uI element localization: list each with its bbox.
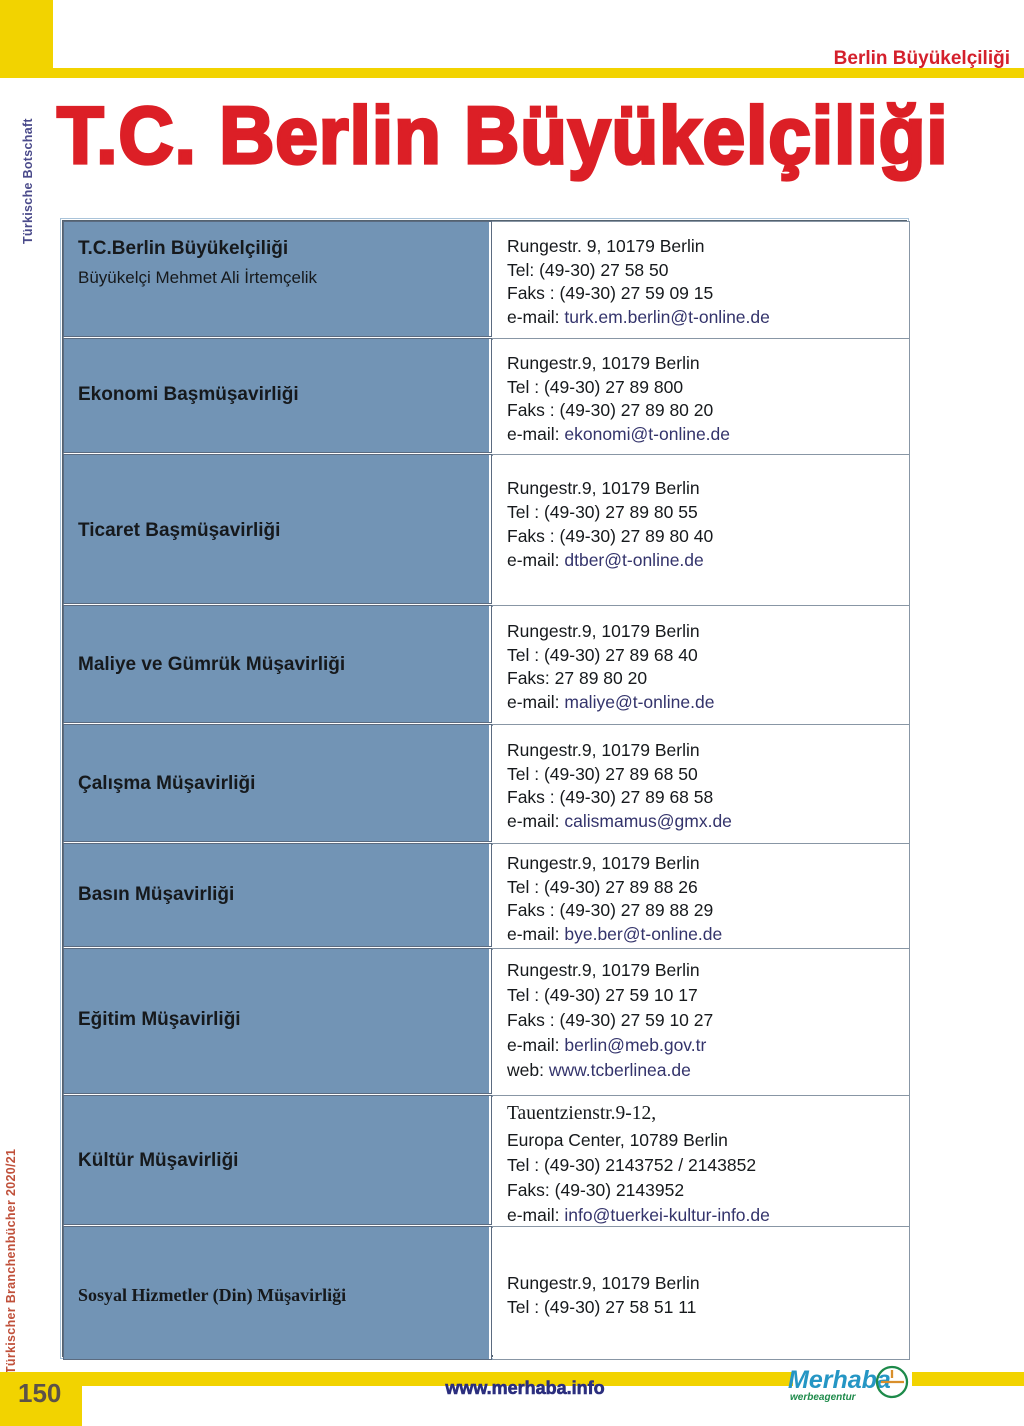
svg-text:Merhaba: Merhaba: [788, 1366, 891, 1394]
svg-text:werbeagentur: werbeagentur: [790, 1392, 857, 1403]
